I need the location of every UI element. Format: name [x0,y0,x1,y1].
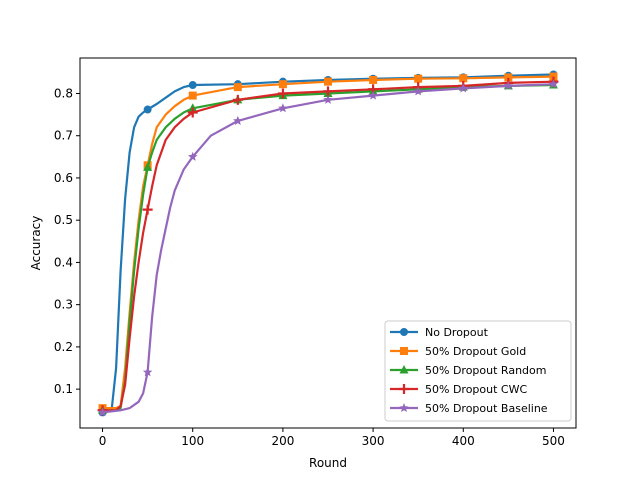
data-point [142,204,153,215]
data-point [548,79,559,89]
y-tick-label: 0.6 [54,171,73,185]
legend-label: 50% Dropout Baseline [425,402,548,415]
data-point [458,83,469,93]
y-tick-label: 0.8 [54,86,73,100]
x-tick-label: 0 [99,434,107,448]
data-point [323,94,333,104]
data-point [414,74,423,83]
y-tick-label: 0.1 [54,382,73,396]
y-tick-label: 0.5 [54,213,73,227]
data-point [459,74,468,83]
data-point [399,403,409,413]
x-tick-label: 100 [181,434,204,448]
data-point [504,73,513,82]
legend-box [384,320,572,422]
data-point [142,367,153,377]
legend-item: 50% Dropout Random [390,364,546,377]
data-point [187,151,198,161]
series-line [102,83,554,414]
x-tick-label: 400 [452,434,475,448]
data-point [400,347,408,355]
data-point [323,86,333,97]
data-point [232,94,243,105]
series-layer [97,70,559,417]
data-point [143,105,152,114]
x-tick-label: 300 [362,434,385,448]
data-point [399,384,409,394]
series-50-dropout-baseline [97,79,559,417]
data-point [233,83,242,92]
data-point [277,88,288,99]
plot-frame [79,57,577,429]
data-point [278,80,287,89]
data-point [503,80,514,90]
data-point [400,328,408,336]
data-point [324,77,332,86]
y-axis-label: Accuracy [29,216,43,271]
y-tick-label: 0.7 [54,129,73,143]
data-point [97,407,108,417]
legend-item: No Dropout [390,326,489,339]
y-tick-label: 0.4 [54,255,73,269]
x-tick-label: 500 [542,434,565,448]
data-point [369,75,378,84]
data-point [143,162,153,171]
y-tick-label: 0.3 [54,298,73,312]
legend-label: 50% Dropout Gold [425,345,526,358]
data-point [233,115,243,125]
legend: No Dropout 50% Dropout Gold 50% Dropout Ra… [384,320,572,422]
legend-item: 50% Dropout CWC [390,383,527,396]
data-point [278,103,288,113]
data-point [187,107,198,118]
series-line [102,80,554,412]
x-tick-label: 200 [271,434,294,448]
data-point [188,81,197,90]
data-point [399,365,409,374]
data-point [549,72,558,81]
legend-label: 50% Dropout CWC [425,383,527,396]
legend-label: 50% Dropout Random [425,364,546,377]
legend-label: No Dropout [425,326,489,339]
data-point [188,91,197,100]
series-line [102,83,554,412]
legend-item: 50% Dropout Baseline [390,402,548,415]
axis-ticks: 0 100 200 300 400 500 0.1 0.2 0.3 0.4 0.5 0.6 0.7 0.8 [54,86,565,448]
data-point [368,90,378,100]
series-line [102,73,554,414]
data-point [413,86,423,96]
legend-item: 50% Dropout Gold [390,345,526,358]
x-axis-label: Round [309,456,347,470]
y-tick-label: 0.2 [54,340,73,354]
